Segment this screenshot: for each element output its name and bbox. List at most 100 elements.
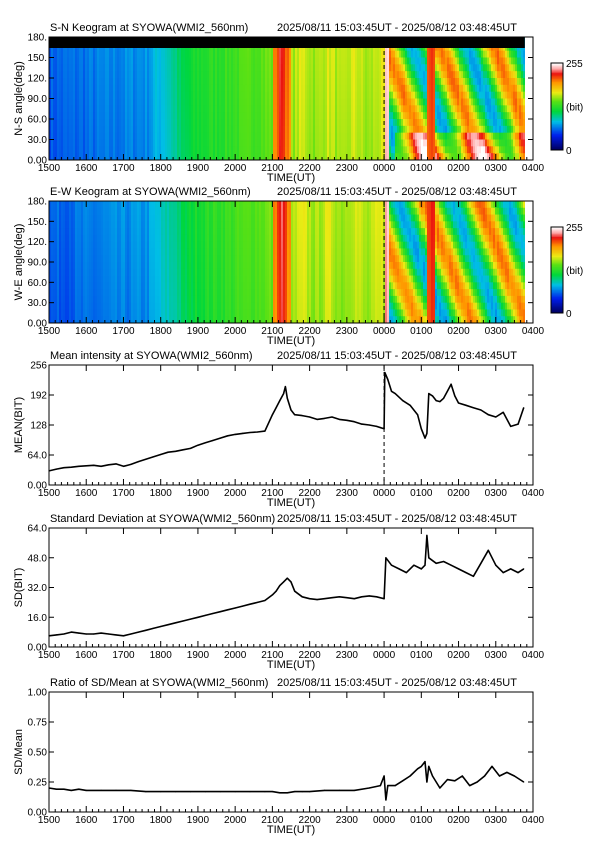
keogram-cell: [245, 71, 248, 79]
keogram-cell: [119, 139, 122, 147]
keogram-cell: [359, 78, 362, 86]
keogram-cell: [55, 275, 58, 283]
keogram-cell: [427, 105, 430, 113]
keogram-cell: [123, 71, 126, 79]
keogram-cell: [355, 84, 358, 93]
keogram-cell: [83, 50, 86, 58]
keogram-cell: [261, 153, 264, 161]
keogram-cell: [305, 91, 308, 99]
keogram-cell: [65, 64, 68, 72]
keogram-cell: [85, 228, 88, 236]
keogram-cell: [91, 255, 94, 263]
keogram-cell: [251, 91, 254, 99]
keogram-cell: [477, 139, 480, 147]
keogram-cell: [211, 78, 214, 86]
keogram-cell: [111, 153, 114, 161]
keogram-cell: [49, 207, 52, 215]
keogram-cell: [67, 153, 70, 161]
keogram-cell: [429, 84, 432, 93]
keogram-cell: [141, 112, 144, 120]
keogram-cell: [355, 125, 358, 134]
keogram-cell: [331, 112, 334, 120]
keogram-cell: [167, 112, 170, 120]
keogram-cell: [51, 282, 54, 290]
keogram-cell: [67, 50, 70, 58]
keogram-cell: [457, 146, 460, 154]
keogram-cell: [375, 78, 378, 86]
keogram-cell: [147, 64, 150, 72]
keogram-cell: [139, 132, 142, 140]
keogram-cell: [65, 132, 68, 140]
keogram-cell: [175, 57, 178, 65]
keogram-cell: [393, 57, 396, 65]
keogram-cell: [407, 139, 410, 147]
keogram-cell: [129, 91, 132, 99]
keogram-cell: [141, 153, 144, 161]
keogram-cell: [221, 125, 224, 134]
keogram-cell: [407, 119, 410, 127]
keogram-cell: [89, 241, 92, 249]
keogram-cell: [333, 125, 336, 134]
keogram-cell: [91, 78, 94, 86]
keogram-cell: [187, 98, 190, 106]
keogram-cell: [511, 119, 514, 127]
keogram-cell: [85, 57, 88, 65]
keogram-cell: [479, 153, 482, 161]
keogram-cell: [387, 153, 390, 161]
keogram-cell: [305, 132, 308, 140]
keogram-cell: [87, 139, 90, 147]
keogram-cell: [463, 84, 466, 93]
keogram-cell: [297, 105, 300, 113]
keogram-cell: [507, 91, 510, 99]
keogram-cell: [461, 139, 464, 147]
colorbar-cell: [551, 129, 563, 132]
keogram-cell: [113, 139, 116, 147]
keogram-cell: [481, 125, 484, 134]
keogram-cell: [429, 50, 432, 58]
keogram-cell: [379, 64, 382, 72]
keogram-cell: [345, 132, 348, 140]
keogram-cell: [259, 57, 262, 65]
keogram-cell: [65, 201, 68, 209]
keogram-cell: [481, 64, 484, 72]
keogram-cell: [101, 105, 104, 113]
keogram-cell: [489, 153, 492, 161]
keogram-cell: [295, 84, 298, 93]
keogram-cell: [281, 112, 284, 120]
keogram-cell: [239, 139, 242, 147]
keogram-cell: [73, 275, 76, 283]
keogram-cell: [89, 119, 92, 127]
keogram-cell: [339, 139, 342, 147]
keogram-cell: [419, 125, 422, 134]
keogram-cell: [393, 153, 396, 161]
keogram-cell: [449, 146, 452, 154]
keogram-cell: [357, 84, 360, 93]
keogram-cell: [185, 146, 188, 154]
keogram-cell: [291, 71, 294, 79]
keogram-cell: [415, 119, 418, 127]
keogram-cell: [187, 78, 190, 86]
keogram-cell: [373, 112, 376, 120]
keogram-cell: [183, 84, 186, 93]
keogram-cell: [407, 132, 410, 140]
keogram-cell: [253, 57, 256, 65]
keogram-cell: [391, 64, 394, 72]
keogram-cell: [397, 78, 400, 86]
keogram-cell: [407, 71, 410, 79]
keogram-cell: [367, 57, 370, 65]
keogram-cell: [165, 125, 168, 134]
keogram-cell: [173, 78, 176, 86]
keogram-cell: [119, 119, 122, 127]
keogram-cell: [275, 132, 278, 140]
keogram-cell: [159, 57, 162, 65]
keogram-cell: [245, 91, 248, 99]
keogram-cell: [249, 50, 252, 58]
keogram-cell: [381, 105, 384, 113]
keogram-cell: [67, 98, 70, 106]
keogram-cell: [483, 71, 486, 79]
keogram-cell: [135, 57, 138, 65]
keogram-cell: [49, 282, 52, 290]
keogram-cell: [111, 98, 114, 106]
keogram-cell: [393, 132, 396, 140]
keogram-cell: [233, 64, 236, 72]
